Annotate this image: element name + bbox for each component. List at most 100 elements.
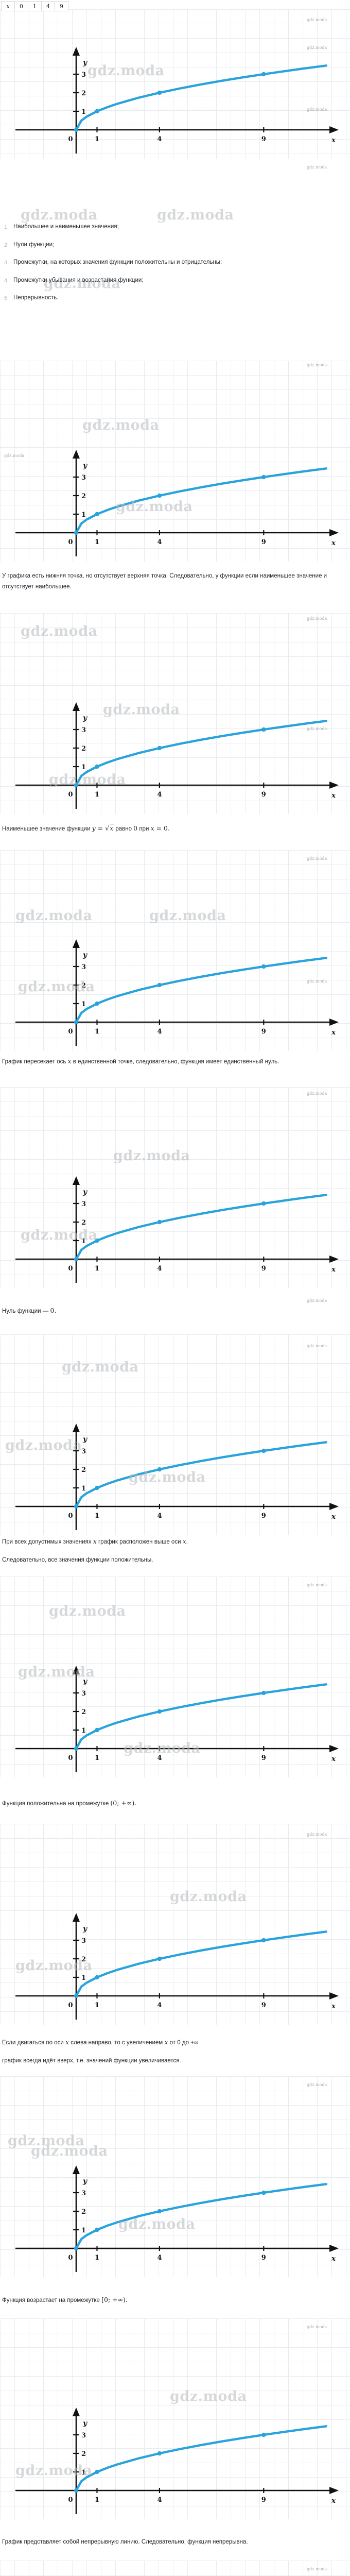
- data-point: [95, 1975, 99, 1980]
- x-axis-arrow: [329, 1019, 339, 1026]
- y-tick-label: 2: [81, 1219, 86, 1227]
- text-fragment: равно: [114, 826, 134, 832]
- x-tick-label: 9: [261, 2496, 266, 2504]
- math-zero: 0: [133, 824, 138, 832]
- y-axis-arrow: [73, 702, 80, 711]
- list-item-number: 2: [4, 242, 8, 248]
- table-cell-value: 9: [55, 1, 68, 11]
- paragraph-above-axis: При всех допустимых значениях x график р…: [2, 1535, 348, 1548]
- y-axis-arrow: [73, 1423, 80, 1432]
- list-item: 2 Нули функции;: [4, 241, 313, 250]
- text-fragment: в единственной точке, следовательно, фун…: [71, 1059, 279, 1065]
- text-fragment: слева направо, то с увеличением: [69, 2040, 165, 2046]
- x-axis-label: x: [331, 1513, 336, 1521]
- x-tick-label: 1: [95, 2002, 99, 2009]
- x-tick-label: 0: [68, 135, 73, 143]
- x-tick-label: 4: [157, 135, 162, 143]
- y-tick-label: 1: [81, 764, 86, 771]
- y-tick-label: 1: [81, 511, 86, 519]
- y-axis-label: y: [82, 2177, 87, 2185]
- math-x: x: [164, 2038, 168, 2046]
- y-tick-label: 2: [81, 90, 86, 97]
- y-axis-label: y: [82, 2419, 87, 2428]
- table-cell-value: 1: [28, 1, 42, 11]
- text-fragment: Функция возрастает на промежутке: [2, 2297, 102, 2303]
- properties-list: 1 Наибольшее и наименьшее значения; 2 Нули …: [4, 223, 313, 312]
- text-fragment: Наименьшее значение функции: [2, 826, 92, 832]
- data-point: [261, 2190, 266, 2195]
- math-sqrt-arg: x: [110, 824, 114, 832]
- y-axis-label: y: [82, 1677, 87, 1686]
- x-tick-label: 1: [95, 1028, 99, 1036]
- y-axis-label: y: [82, 951, 87, 959]
- list-item-label: Наибольшее и наименьшее значения;: [13, 224, 119, 230]
- variable-table: x 0 1 4 9: [1, 1, 68, 11]
- y-axis-label: y: [82, 59, 87, 67]
- list-item: 1 Наибольшее и наименьшее значения;: [4, 223, 313, 232]
- x-tick-label: 4: [157, 1265, 162, 1273]
- watermark-small: gdz.moda: [307, 165, 327, 170]
- y-tick-label: 2: [81, 1956, 86, 1963]
- text-fragment: Функция положительна на промежутке: [2, 1801, 111, 1807]
- list-item-label: Промежутки, на которых значения функции …: [13, 259, 222, 265]
- x-tick-label: 1: [95, 538, 99, 546]
- data-point: [95, 1485, 99, 1490]
- math-interval: (0; +∞).: [110, 1799, 137, 1807]
- math-x: x: [150, 824, 154, 832]
- y-tick-label: 2: [81, 2208, 86, 2216]
- x-tick-label: 1: [95, 135, 99, 143]
- x-tick-label: 1: [95, 1512, 99, 1520]
- y-tick-label: 1: [81, 1001, 86, 1008]
- table-cell-value: 4: [41, 1, 55, 11]
- x-tick-label: 4: [157, 2496, 162, 2504]
- x-tick-label: 4: [157, 2254, 162, 2262]
- x-tick-label: 0: [68, 1754, 73, 1762]
- data-point: [74, 783, 79, 788]
- sqrt-curve: [75, 1930, 327, 1997]
- data-point: [74, 530, 79, 535]
- sqrt-curve: [75, 64, 327, 131]
- y-tick-label: 2: [81, 982, 86, 990]
- y-tick-label: 2: [81, 493, 86, 500]
- data-point: [95, 764, 99, 769]
- x-tick-label: 0: [68, 1265, 73, 1273]
- x-axis-label: x: [331, 1029, 336, 1037]
- x-tick-label: 9: [261, 538, 266, 546]
- table-cell-value: 0: [14, 1, 28, 11]
- data-point: [157, 90, 162, 95]
- math-x: x: [65, 2038, 69, 2046]
- data-point: [261, 1690, 266, 1696]
- x-axis-arrow: [329, 529, 339, 536]
- y-tick-label: 1: [81, 108, 86, 116]
- math-x: x: [182, 1537, 186, 1545]
- sqrt-curve: [75, 2183, 327, 2250]
- x-tick-label: 9: [261, 1265, 266, 1273]
- x-tick-label: 4: [157, 1028, 162, 1036]
- list-item-number: 1: [4, 224, 8, 230]
- y-tick-label: 2: [81, 1466, 86, 1474]
- text-fragment: График пересекает ось: [2, 1059, 68, 1065]
- x-tick-label: 9: [261, 1028, 266, 1036]
- list-item-number: 3: [4, 260, 8, 266]
- x-tick-label: 0: [68, 791, 73, 799]
- y-tick-label: 1: [81, 1727, 86, 1735]
- data-point: [261, 474, 266, 480]
- paragraph-moving-along-x: Если двигаться по оси x слева направо, т…: [2, 2036, 348, 2048]
- data-point: [74, 127, 79, 132]
- y-axis-arrow: [73, 47, 80, 56]
- y-tick-label: 2: [81, 745, 86, 753]
- y-tick-label: 2: [81, 1708, 86, 1716]
- y-axis-arrow: [73, 939, 80, 948]
- y-tick-label: 1: [81, 1974, 86, 1982]
- math-interval: [0; +∞).: [101, 2296, 128, 2303]
- y-tick-label: 2: [81, 2450, 86, 2458]
